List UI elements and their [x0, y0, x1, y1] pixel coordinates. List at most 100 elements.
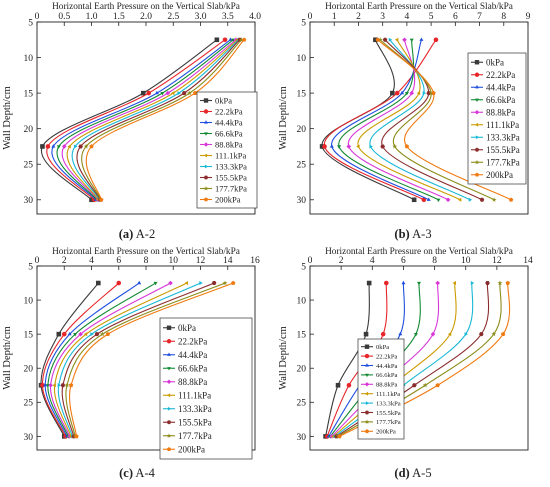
data-point: [177, 91, 181, 96]
data-point: [61, 144, 67, 149]
legend-entry: 22.2kPa: [376, 353, 398, 360]
data-point: [409, 38, 414, 43]
caption-name: A-2: [136, 227, 155, 241]
data-point: [199, 281, 203, 286]
data-point: [363, 331, 369, 337]
data-point: [413, 333, 418, 337]
x-tick-label: 0: [308, 12, 313, 22]
data-point: [394, 90, 400, 96]
series-0kPa: [40, 37, 220, 203]
legend-entry: 44.4kPa: [215, 117, 243, 127]
legend-entry: 66.6kPa: [376, 372, 398, 379]
legend-swatch-marker: [364, 410, 370, 415]
data-point: [211, 281, 217, 286]
legend-swatch-marker: [167, 406, 172, 411]
data-point: [337, 434, 342, 439]
x-axis-label: Horizontal Earth Pressure on the Vertica…: [325, 247, 513, 257]
data-point: [402, 37, 407, 43]
legend-swatch-marker: [203, 98, 209, 103]
legend-swatch-marker: [364, 391, 369, 396]
data-point: [105, 331, 111, 337]
y-tick-label: 25: [24, 399, 34, 409]
x-tick-label: 3.5: [222, 12, 234, 22]
x-tick-label: 5: [429, 12, 434, 22]
data-point: [404, 144, 410, 149]
series-200kPa: [68, 280, 236, 439]
data-point: [99, 197, 104, 202]
legend-swatch-marker: [204, 120, 208, 124]
series-line: [61, 39, 237, 201]
data-point: [192, 90, 198, 95]
legend-entry: 0kPa: [486, 57, 504, 67]
data-point: [400, 90, 405, 95]
x-tick-label: 2: [356, 12, 361, 22]
legend-swatch-marker: [204, 164, 209, 169]
data-point: [89, 144, 94, 149]
series-line: [331, 282, 440, 437]
series-line: [51, 39, 231, 201]
data-point: [394, 37, 399, 42]
legend-entry: 0kPa: [178, 323, 196, 333]
data-point: [505, 280, 510, 285]
legend-entry: 0kPa: [376, 344, 389, 351]
legend-swatch-marker: [474, 72, 480, 77]
series-line: [66, 39, 238, 201]
data-point: [154, 90, 159, 95]
data-point: [436, 198, 441, 203]
data-point: [422, 382, 428, 388]
legend-entry: 200kPa: [376, 429, 396, 436]
y-tick-label: 25: [297, 399, 307, 409]
series-line: [69, 282, 234, 437]
x-tick-label: 0: [35, 12, 40, 22]
legend-entry: 88.8kPa: [486, 107, 515, 117]
data-point: [228, 37, 233, 41]
legend: 0kPa 22.2kPa 44.4kPa 66.6kPa 88.8kPa 111.1kPa…: [357, 338, 405, 440]
caption-name: A-3: [412, 227, 431, 241]
data-point: [45, 144, 51, 149]
y-tick-label: 30: [297, 433, 307, 443]
data-point: [94, 332, 100, 337]
data-point: [478, 332, 484, 337]
data-point: [331, 434, 335, 439]
data-point: [366, 280, 372, 286]
legend-swatch-marker: [475, 98, 479, 102]
series-line: [56, 39, 234, 201]
y-tick-label: 20: [297, 125, 307, 135]
caption-name: A-5: [412, 466, 431, 480]
data-point: [322, 144, 327, 149]
series-66.6kPa: [45, 281, 158, 439]
series-line: [57, 282, 201, 437]
series-line: [46, 39, 226, 201]
legend-entry: 22.2kPa: [215, 106, 243, 116]
data-point: [433, 37, 439, 43]
data-point: [170, 91, 175, 96]
data-point: [57, 383, 62, 388]
legend-swatch-marker: [166, 393, 171, 398]
x-tick-label: 4: [370, 256, 375, 266]
legend-swatch-marker: [474, 122, 479, 127]
data-point: [67, 331, 72, 336]
series-line: [54, 282, 188, 437]
caption-name: A-4: [135, 466, 155, 480]
legend-swatch-marker: [365, 373, 369, 378]
legend-swatch-marker: [364, 344, 370, 349]
legend-swatch-marker: [365, 401, 370, 406]
data-point: [508, 197, 514, 202]
legend-entry: 200kPa: [486, 170, 513, 180]
data-point: [346, 144, 352, 149]
data-point: [445, 197, 451, 203]
x-axis-label: Horizontal Earth Pressure on the Vertica…: [52, 247, 240, 257]
plot-frame: [309, 265, 529, 451]
legend-swatch-marker: [474, 110, 480, 115]
data-point: [165, 90, 171, 96]
x-tick-label: 8: [144, 256, 149, 266]
legend-entry: 111.1kPa: [178, 390, 211, 400]
data-point: [61, 331, 67, 337]
data-point: [431, 90, 436, 95]
data-point: [231, 280, 236, 285]
data-point: [416, 91, 421, 96]
legend-entry: 22.2kPa: [486, 70, 515, 80]
data-point: [384, 280, 389, 286]
data-point: [64, 382, 70, 388]
data-point: [398, 331, 403, 336]
